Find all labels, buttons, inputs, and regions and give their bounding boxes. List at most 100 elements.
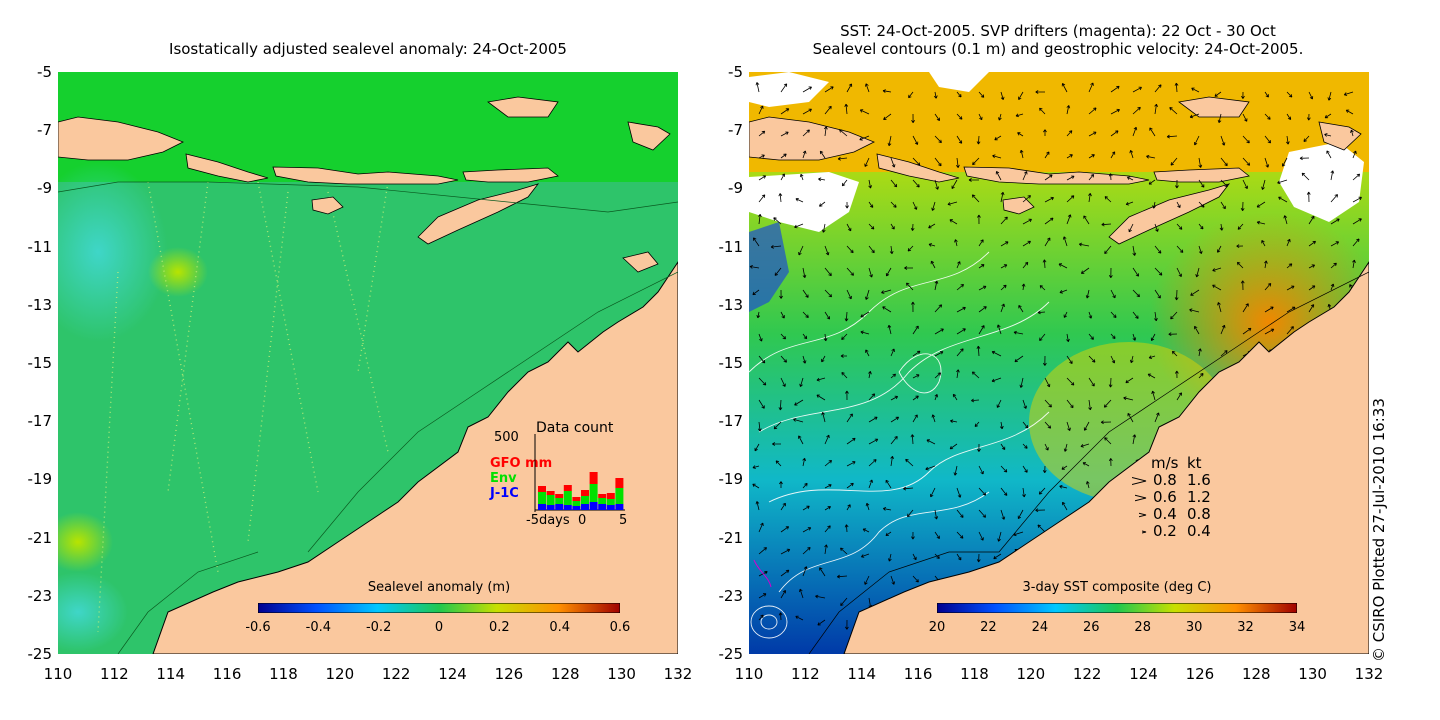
velocity-arrow xyxy=(1217,302,1222,313)
right-map xyxy=(749,72,1369,654)
velocity-arrow xyxy=(956,328,966,335)
velocity-arrow xyxy=(887,324,892,335)
left-map xyxy=(58,72,678,654)
velocity-arrow xyxy=(819,150,826,159)
velocity-arrow xyxy=(1086,481,1090,489)
velocity-arrow xyxy=(911,531,915,540)
velocity-arrow xyxy=(1308,240,1316,247)
velocity-arrow xyxy=(904,266,913,270)
y-tick-label: -7 xyxy=(37,121,52,140)
colorbar-tick-label: 0.2 xyxy=(488,620,510,635)
velocity-arrow xyxy=(846,289,852,300)
velocity-arrow xyxy=(1018,91,1024,100)
velocity-arrow xyxy=(823,126,828,137)
velocity-arrow xyxy=(846,267,854,276)
velocity-arrow xyxy=(846,482,854,489)
velocity-arrow xyxy=(1022,399,1027,409)
velocity-arrow xyxy=(844,311,849,322)
velocity-arrow xyxy=(1125,201,1134,206)
velocity-arrow xyxy=(868,393,876,401)
velocity-arrow xyxy=(1169,107,1178,115)
velocity-arrow xyxy=(1240,280,1245,291)
velocity-arrow xyxy=(846,413,853,423)
velocity-arrow xyxy=(816,377,826,382)
velocity-arrow xyxy=(840,354,847,358)
histogram-bar-segment xyxy=(538,504,546,510)
velocity-arrow xyxy=(912,157,921,166)
velocity-arrow xyxy=(1154,289,1161,299)
velocity-arrow xyxy=(802,129,810,137)
velocity-arrow xyxy=(1042,465,1047,474)
y-tick-label: -7 xyxy=(728,121,743,140)
velocity-arrow xyxy=(1132,434,1137,445)
colorbar-tick-label: 0.4 xyxy=(549,620,570,635)
histogram-bar-segment xyxy=(581,504,589,510)
velocity-arrow xyxy=(840,547,848,555)
velocity-arrow xyxy=(846,83,853,93)
velocity-arrow xyxy=(1104,196,1112,203)
velocity-arrow xyxy=(1330,194,1338,203)
velocity-arrow xyxy=(864,157,870,167)
velocity-arrow xyxy=(774,267,782,276)
velocity-arrow xyxy=(794,399,804,406)
velocity-arrow xyxy=(908,91,914,99)
vel-legend-kt: 0.4 xyxy=(1187,522,1211,540)
colorbar-tick-label: 24 xyxy=(1031,620,1049,635)
velocity-arrow xyxy=(1236,261,1244,269)
velocity-arrow xyxy=(1147,373,1156,379)
velocity-arrow xyxy=(815,594,826,599)
velocity-arrow xyxy=(1327,91,1332,101)
vel-legend-arrow xyxy=(1141,526,1150,542)
velocity-arrow xyxy=(1330,241,1340,247)
colorbar-tick-label: 34 xyxy=(1288,620,1306,635)
x-tick-label: 126 xyxy=(494,665,524,683)
colorbar-tick-label: 26 xyxy=(1083,620,1100,635)
velocity-arrow xyxy=(912,414,918,423)
velocity-arrow xyxy=(882,89,892,93)
colorbar-tick-label: 30 xyxy=(1185,620,1203,635)
vel-legend-ms-header: m/s xyxy=(1151,454,1179,472)
velocity-arrow xyxy=(1039,107,1046,115)
velocity-arrow xyxy=(1330,262,1337,269)
velocity-arrow xyxy=(956,369,960,379)
histogram-bar-segment xyxy=(555,498,564,504)
velocity-arrow xyxy=(934,351,944,357)
velocity-arrow xyxy=(1000,216,1008,225)
velocity-arrow xyxy=(1022,443,1028,449)
velocity-arrow xyxy=(802,527,812,533)
velocity-arrow xyxy=(844,524,849,533)
velocity-arrow xyxy=(888,553,892,562)
velocity-arrow xyxy=(1152,201,1156,209)
vel-legend-arrow xyxy=(1131,475,1150,491)
histogram-bar-segment xyxy=(563,505,572,510)
velocity-arrow xyxy=(1088,131,1097,137)
velocity-arrow xyxy=(1242,327,1252,335)
velocity-arrow xyxy=(882,507,892,511)
velocity-arrow xyxy=(862,528,870,533)
velocity-arrow xyxy=(994,135,1002,141)
velocity-arrow xyxy=(780,333,786,340)
velocity-arrow xyxy=(798,245,804,256)
vel-legend-kt-header: kt xyxy=(1187,454,1202,472)
y-tick-label: -5 xyxy=(728,63,743,81)
velocity-arrow xyxy=(841,333,848,340)
velocity-arrow xyxy=(1083,421,1090,431)
velocity-arrow xyxy=(1240,201,1245,212)
velocity-arrow xyxy=(890,575,895,585)
x-tick-label: 118 xyxy=(960,665,989,683)
velocity-arrow xyxy=(1000,264,1008,269)
velocity-arrow xyxy=(868,459,877,467)
velocity-arrow xyxy=(1352,150,1357,159)
velocity-arrow xyxy=(1278,196,1288,203)
velocity-arrow xyxy=(755,82,760,93)
histogram-bar-segment xyxy=(572,497,581,501)
y-tick-label: -5 xyxy=(37,63,52,81)
x-tick-label: 128 xyxy=(1241,665,1271,683)
velocity-arrow xyxy=(845,390,849,401)
velocity-arrow xyxy=(1066,175,1075,181)
velocity-arrow xyxy=(1220,201,1226,210)
velocity-arrow xyxy=(758,377,767,386)
histogram-bar-segment xyxy=(615,504,624,510)
velocity-arrow xyxy=(1154,412,1160,423)
velocity-arrow xyxy=(844,619,849,630)
